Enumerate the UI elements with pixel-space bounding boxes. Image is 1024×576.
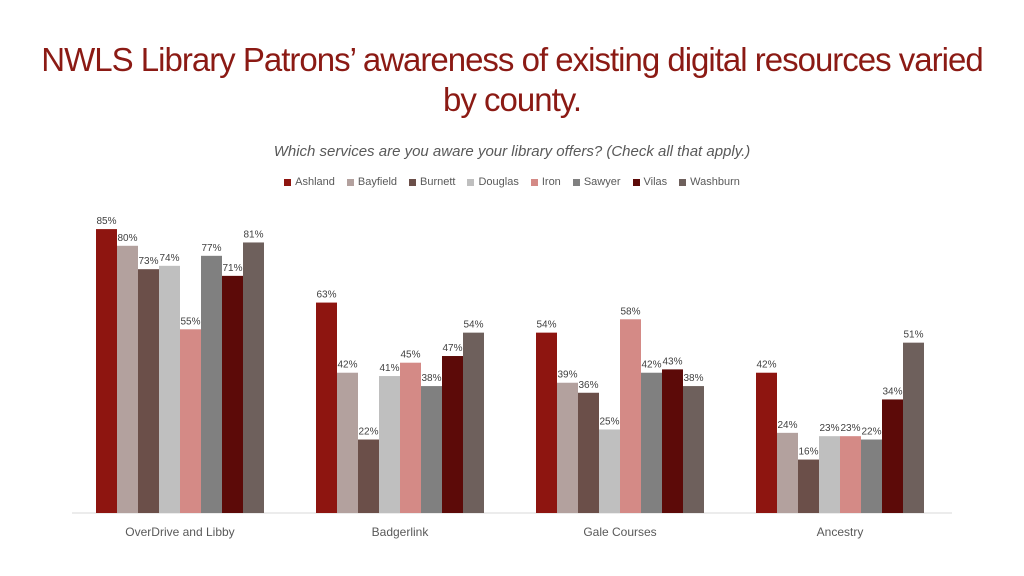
chart-legend: Ashland Bayfield Burnett Douglas Iron Sawyer V… bbox=[0, 176, 1024, 188]
legend-item-sawyer: Sawyer bbox=[572, 176, 621, 188]
bar-bayfield-0 bbox=[117, 245, 138, 514]
bar-sawyer-0 bbox=[201, 255, 222, 513]
data-label: 55% bbox=[180, 316, 200, 327]
data-label: 47% bbox=[442, 343, 462, 354]
data-label: 22% bbox=[861, 427, 881, 438]
bar-douglas-1 bbox=[379, 376, 400, 513]
data-label: 43% bbox=[662, 356, 682, 367]
bar-douglas-2 bbox=[599, 429, 620, 513]
data-label: 54% bbox=[536, 320, 556, 331]
bar-burnett-1 bbox=[358, 439, 379, 513]
data-label: 38% bbox=[683, 373, 703, 384]
legend-label: Iron bbox=[541, 176, 561, 188]
data-label: 63% bbox=[316, 290, 336, 301]
data-label: 73% bbox=[138, 256, 158, 267]
bar-sawyer-1 bbox=[421, 386, 442, 513]
bar-washburn-2 bbox=[683, 386, 704, 513]
bar-douglas-0 bbox=[159, 265, 180, 513]
bar-sawyer-3 bbox=[861, 439, 882, 513]
legend-label: Douglas bbox=[478, 176, 519, 188]
data-label: 42% bbox=[337, 360, 357, 371]
data-label: 22% bbox=[358, 427, 378, 438]
bar-ashland-1 bbox=[316, 302, 337, 513]
legend-item-washburn: Washburn bbox=[679, 176, 740, 188]
data-label: 42% bbox=[756, 360, 776, 371]
data-label: 16% bbox=[798, 447, 818, 458]
bar-iron-2 bbox=[620, 319, 641, 513]
data-label: 80% bbox=[117, 233, 137, 244]
bar-burnett-2 bbox=[578, 392, 599, 513]
data-label: 42% bbox=[641, 360, 661, 371]
bar-sawyer-2 bbox=[641, 372, 662, 513]
bar-ashland-3 bbox=[756, 372, 777, 513]
bar-bayfield-1 bbox=[337, 372, 358, 513]
data-label: 41% bbox=[379, 363, 399, 374]
bar-bayfield-3 bbox=[777, 432, 798, 513]
bar-iron-0 bbox=[180, 329, 201, 513]
legend-swatch bbox=[467, 178, 475, 186]
data-label: 85% bbox=[96, 216, 116, 227]
bar-vilas-2 bbox=[662, 369, 683, 513]
data-label: 51% bbox=[903, 330, 923, 341]
legend-item-iron: Iron bbox=[530, 176, 561, 188]
data-label: 36% bbox=[578, 380, 598, 391]
legend-item-burnett: Burnett bbox=[409, 176, 455, 188]
data-label: 54% bbox=[463, 320, 483, 331]
bar-washburn-1 bbox=[463, 332, 484, 513]
data-label: 45% bbox=[400, 350, 420, 361]
category-label: Badgerlink bbox=[372, 525, 430, 539]
bar-vilas-1 bbox=[442, 356, 463, 513]
bar-iron-3 bbox=[840, 436, 861, 513]
bar-iron-1 bbox=[400, 362, 421, 513]
bar-washburn-3 bbox=[903, 342, 924, 513]
legend-label: Washburn bbox=[690, 176, 740, 188]
page-title: NWLS Library Patrons’ awareness of exist… bbox=[41, 41, 983, 118]
data-label: 74% bbox=[159, 253, 179, 264]
legend-item-douglas: Douglas bbox=[467, 176, 519, 188]
legend-label: Ashland bbox=[295, 176, 335, 188]
legend-item-vilas: Vilas bbox=[632, 176, 668, 188]
data-label: 71% bbox=[222, 263, 242, 274]
data-label: 23% bbox=[840, 423, 860, 434]
data-label: 23% bbox=[819, 423, 839, 434]
data-label: 77% bbox=[201, 243, 221, 254]
legend-label: Bayfield bbox=[357, 176, 398, 188]
bar-douglas-3 bbox=[819, 436, 840, 513]
data-label: 38% bbox=[421, 373, 441, 384]
legend-swatch bbox=[632, 178, 640, 186]
data-label: 81% bbox=[243, 229, 263, 240]
legend-swatch bbox=[572, 178, 580, 186]
category-label: OverDrive and Libby bbox=[125, 525, 234, 539]
legend-item-bayfield: Bayfield bbox=[346, 176, 398, 188]
bar-bayfield-2 bbox=[557, 382, 578, 513]
data-label: 39% bbox=[557, 370, 577, 381]
category-label: Gale Courses bbox=[583, 525, 656, 539]
legend-swatch bbox=[409, 178, 417, 186]
legend-label: Burnett bbox=[420, 176, 456, 188]
data-label: 34% bbox=[882, 386, 902, 397]
bar-ashland-2 bbox=[536, 332, 557, 513]
legend-swatch bbox=[284, 178, 292, 186]
bar-vilas-0 bbox=[222, 275, 243, 513]
bar-ashland-0 bbox=[96, 229, 117, 513]
chart-subtitle: Which services are you aware your librar… bbox=[273, 143, 751, 160]
category-label: Ancestry bbox=[817, 525, 864, 539]
data-label: 25% bbox=[599, 417, 619, 428]
bar-washburn-0 bbox=[243, 242, 264, 513]
bar-burnett-0 bbox=[138, 269, 159, 513]
bar-burnett-3 bbox=[798, 459, 819, 513]
legend-swatch bbox=[679, 178, 687, 186]
bar-vilas-3 bbox=[882, 399, 903, 513]
legend-swatch bbox=[530, 178, 538, 186]
legend-label: Sawyer bbox=[583, 176, 621, 188]
legend-swatch bbox=[346, 178, 354, 186]
data-label: 24% bbox=[777, 420, 797, 431]
data-label: 58% bbox=[620, 306, 640, 317]
legend-item-ashland: Ashland bbox=[284, 176, 335, 188]
legend-label: Vilas bbox=[643, 176, 668, 188]
